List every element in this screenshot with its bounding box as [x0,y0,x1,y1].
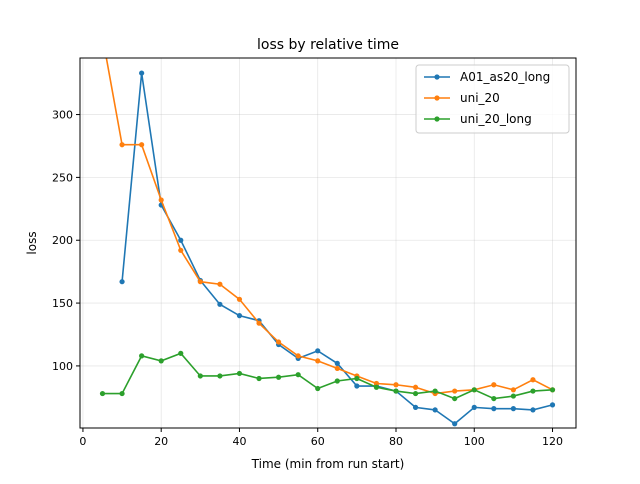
x-tick-label: 40 [232,435,246,448]
data-point-uni_20_long [217,373,223,379]
data-point-uni_20_long [432,388,438,394]
legend-marker [434,116,440,122]
data-point-A01_as20_long [119,279,125,285]
data-point-uni_20_long [549,387,556,393]
legend-marker [434,74,440,80]
data-point-uni_20_long [295,372,301,378]
y-tick-label: 300 [52,109,73,122]
data-point-uni_20 [412,384,419,390]
data-point-A01_as20_long [471,404,477,410]
data-point-A01_as20_long [315,348,321,354]
data-point-A01_as20_long [530,407,536,413]
y-axis-label: loss [25,231,39,254]
data-point-uni_20 [256,320,262,326]
data-point-uni_20 [315,358,321,364]
data-point-uni_20 [334,365,340,372]
data-point-uni_20 [158,197,164,203]
series-lines [99,34,556,427]
data-point-uni_20_long [197,373,203,379]
data-point-uni_20 [275,339,282,345]
data-point-uni_20 [100,34,105,39]
chart-title: loss by relative time [257,37,399,53]
data-point-uni_20_long [452,395,458,402]
data-point-uni_20 [452,388,458,394]
data-point-uni_20_long [99,390,106,397]
legend-label: uni_20 [460,91,500,105]
y-tick-label: 150 [52,297,73,310]
x-tick-label: 60 [311,435,325,448]
data-point-uni_20_long [491,395,497,402]
data-point-A01_as20_long [178,237,184,243]
data-point-uni_20_long [275,374,282,380]
data-point-uni_20 [510,387,516,393]
legend-label: A01_as20_long [460,70,550,84]
legend: A01_as20_long uni_20 uni_20_long [415,64,570,134]
legend-marker [434,95,440,101]
data-point-uni_20 [139,142,145,148]
data-point-uni_20 [373,380,380,387]
data-point-uni_20_long [393,388,399,394]
data-point-A01_as20_long [510,406,516,412]
x-tick-label: 100 [464,435,485,448]
series-line-uni_20_long [102,352,553,400]
x-tick-label: 80 [389,435,403,448]
series-line-uni_20 [105,58,553,395]
data-point-uni_20_long [471,387,477,393]
data-point-uni_20_long [119,390,125,397]
data-point-uni_20_long [510,393,516,399]
data-point-uni_20_long [412,390,419,397]
x-tick-label: 20 [154,435,168,448]
data-point-uni_20 [295,353,301,359]
x-tick-label: 120 [542,435,563,448]
data-point-uni_20_long [139,353,145,359]
data-point-uni_20_long [315,385,321,392]
ticks: 0 20 40 60 80 100 120 100 150 200 250 300 [52,109,563,448]
x-axis-label: Time (min from run start) [251,457,405,471]
y-tick-label: 100 [52,360,73,373]
data-point-uni_20 [530,377,536,383]
y-tick-label: 200 [52,234,73,247]
data-point-uni_20_long [256,375,262,382]
data-point-A01_as20_long [354,383,360,389]
data-point-uni_20 [197,279,203,285]
legend-box [415,64,570,134]
y-tick-label: 250 [52,171,73,184]
data-point-A01_as20_long [491,406,497,412]
data-point-uni_20_long [373,384,380,390]
data-point-A01_as20_long [432,407,438,413]
data-point-uni_20_long [158,358,164,364]
data-point-uni_20_long [334,378,340,384]
data-point-A01_as20_long [139,70,145,76]
data-point-A01_as20_long [334,360,340,367]
x-tick-label: 0 [79,435,86,448]
data-point-uni_20_long [530,388,536,394]
data-point-uni_20 [217,281,223,287]
data-point-uni_20 [491,382,497,388]
data-point-uni_20 [119,142,125,148]
data-point-uni_20 [236,296,243,302]
data-point-A01_as20_long [549,402,556,408]
data-point-uni_20 [393,382,399,388]
series-group [99,34,556,427]
data-point-uni_20 [178,247,184,253]
legend-label: uni_20_long [460,112,532,126]
data-point-A01_as20_long [412,404,419,410]
data-point-uni_20_long [236,370,243,377]
plot-frame [79,57,577,429]
data-point-uni_20_long [354,375,360,382]
data-point-uni_20_long [178,350,184,356]
data-point-A01_as20_long [236,313,243,319]
data-point-A01_as20_long [217,301,223,307]
data-point-A01_as20_long [452,421,458,427]
